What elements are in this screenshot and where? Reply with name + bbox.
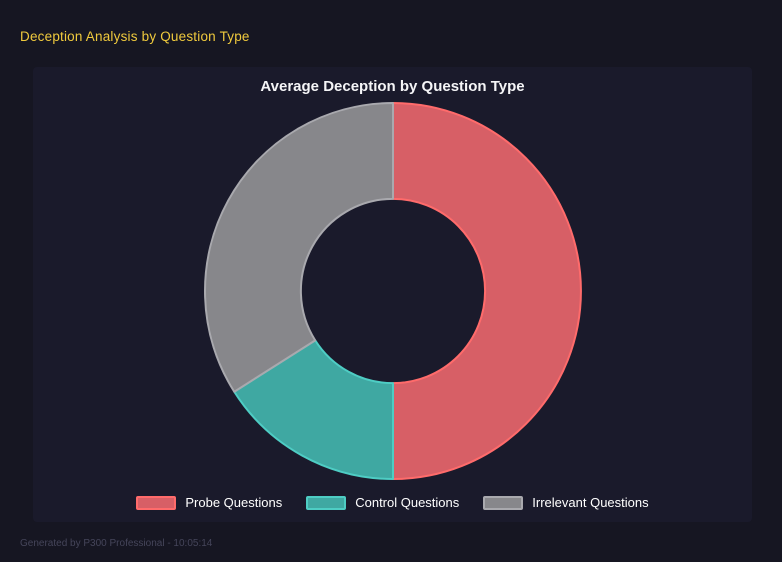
legend-swatch-irrelevant-questions <box>483 495 524 510</box>
legend-label: Probe Questions <box>185 495 283 510</box>
legend-item-irrelevant-questions[interactable]: Irrelevant Questions <box>483 495 649 510</box>
page-title: Deception Analysis by Question Type <box>20 29 250 44</box>
donut-segment-probe-questions[interactable] <box>392 102 582 480</box>
legend-item-probe-questions[interactable]: Probe Questions <box>136 495 282 510</box>
donut-segment-irrelevant-questions[interactable] <box>204 102 394 393</box>
legend-label: Control Questions <box>355 495 460 510</box>
chart-title: Average Deception by Question Type <box>260 78 525 95</box>
footer-text: Generated by P300 Professional - 10:05:1… <box>20 538 213 549</box>
donut-chart[interactable] <box>33 67 752 522</box>
chart-panel: Average Deception by Question Type Probe… <box>33 67 752 522</box>
legend-swatch-control-questions <box>306 495 347 510</box>
donut-segment-control-questions[interactable] <box>233 339 394 480</box>
legend-label: Irrelevant Questions <box>532 495 649 510</box>
legend-swatch-probe-questions <box>136 495 177 510</box>
legend-item-control-questions[interactable]: Control Questions <box>306 495 459 510</box>
chart-legend: Probe Questions Control Questions Irreleva… <box>33 495 752 510</box>
